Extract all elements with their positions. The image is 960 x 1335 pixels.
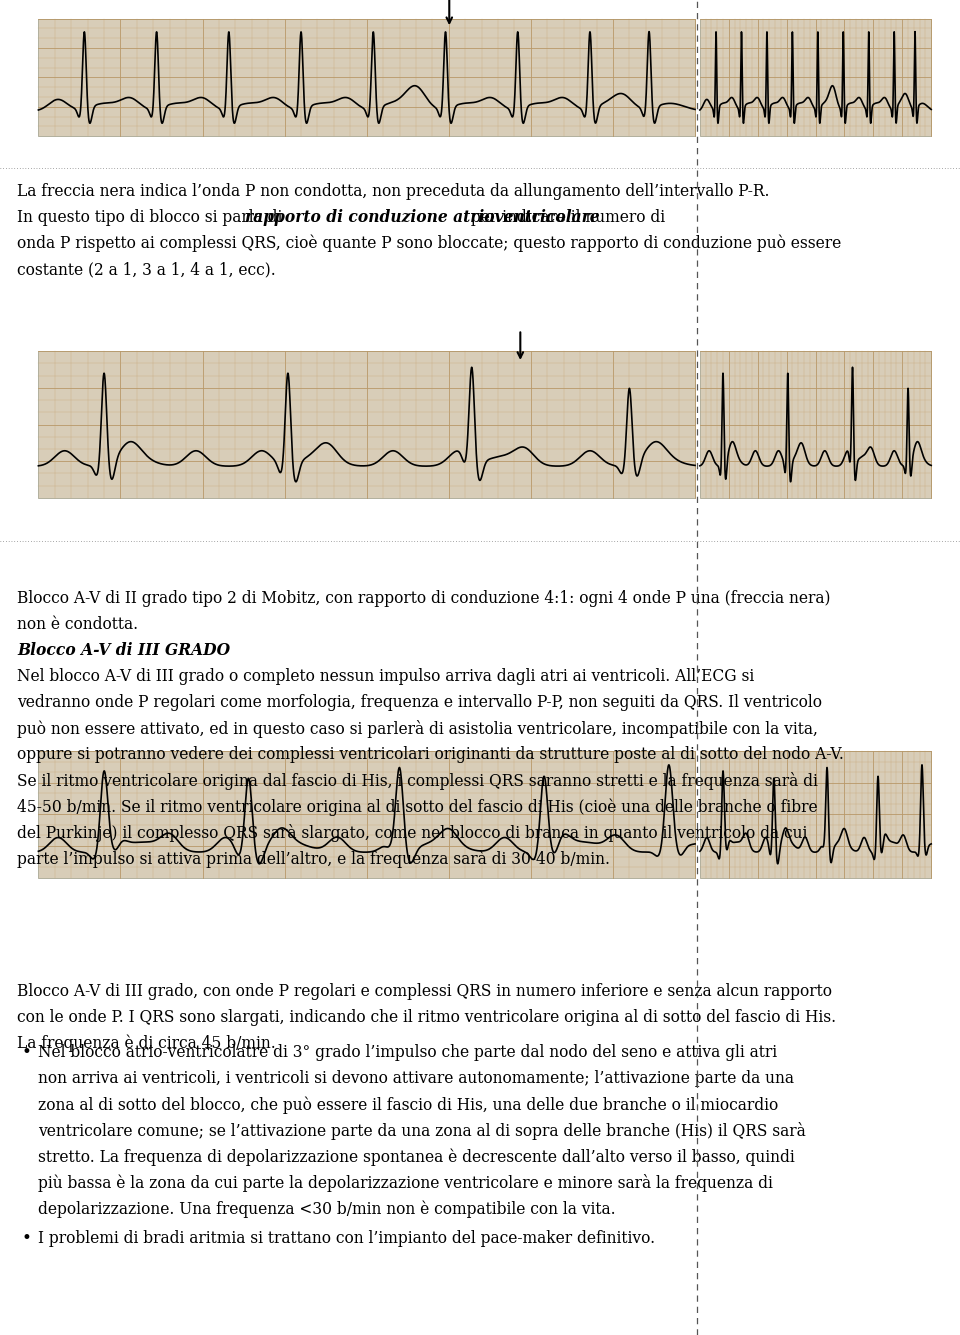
Text: stretto. La frequenza di depolarizzazione spontanea è decrescente dall’alto vers: stretto. La frequenza di depolarizzazion…	[38, 1148, 795, 1165]
Text: con le onde P. I QRS sono slargati, indicando che il ritmo ventricolare origina : con le onde P. I QRS sono slargati, indi…	[17, 1009, 836, 1025]
Bar	[38, 19, 695, 136]
Text: per indicare il numero di: per indicare il numero di	[466, 208, 665, 226]
Text: •: •	[21, 1230, 31, 1247]
Text: La freccia nera indica l’onda P non condotta, non preceduta da allungamento dell: La freccia nera indica l’onda P non cond…	[17, 183, 770, 200]
Text: depolarizzazione. Una frequenza <30 b/min non è compatibile con la vita.: depolarizzazione. Una frequenza <30 b/mi…	[38, 1200, 616, 1218]
Text: onda P rispetto ai complessi QRS, cioè quante P sono bloccate; questo rapporto d: onda P rispetto ai complessi QRS, cioè q…	[17, 235, 842, 252]
Text: Nel blocco atrio-ventricolatre di 3° grado l’impulso che parte dal nodo del seno: Nel blocco atrio-ventricolatre di 3° gra…	[38, 1044, 778, 1061]
Text: Se il ritmo ventricolare origina dal fascio di His, i complessi QRS saranno stre: Se il ritmo ventricolare origina dal fas…	[17, 772, 818, 790]
Bar	[700, 19, 931, 136]
Text: del Purkinje) il complesso QRS sarà slargato, come nel blocco di branca in quant: del Purkinje) il complesso QRS sarà slar…	[17, 824, 807, 842]
Bar	[700, 351, 931, 498]
Text: Blocco A-V di III GRADO: Blocco A-V di III GRADO	[17, 642, 230, 659]
Text: Nel blocco A-V di III grado o completo nessun impulso arriva dagli atri ai ventr: Nel blocco A-V di III grado o completo n…	[17, 668, 755, 685]
Text: •: •	[21, 1044, 31, 1061]
Text: non arriva ai ventricoli, i ventricoli si devono attivare autonomamente; l’attiv: non arriva ai ventricoli, i ventricoli s…	[38, 1071, 795, 1087]
Text: Blocco A-V di II grado tipo 2 di Mobitz, con rapporto di conduzione 4:1: ogni 4 : Blocco A-V di II grado tipo 2 di Mobitz,…	[17, 590, 830, 607]
Text: più bassa è la zona da cui parte la depolarizzazione ventricolare e minore sarà : più bassa è la zona da cui parte la depo…	[38, 1175, 773, 1192]
Text: costante (2 a 1, 3 a 1, 4 a 1, ecc).: costante (2 a 1, 3 a 1, 4 a 1, ecc).	[17, 260, 276, 278]
Text: La frequenza è di circa 45 b/min.: La frequenza è di circa 45 b/min.	[17, 1035, 276, 1052]
Text: ventricolare comune; se l’attivazione parte da una zona al di sopra delle branch: ventricolare comune; se l’attivazione pa…	[38, 1121, 806, 1140]
Text: In questo tipo di blocco si parla di: In questo tipo di blocco si parla di	[17, 208, 288, 226]
Text: I problemi di bradi aritmia si trattano con l’impianto del pace-maker definitivo: I problemi di bradi aritmia si trattano …	[38, 1230, 656, 1247]
Text: non è condotta.: non è condotta.	[17, 615, 138, 633]
Bar	[38, 351, 695, 498]
Text: Blocco A-V di III grado, con onde P regolari e complessi QRS in numero inferiore: Blocco A-V di III grado, con onde P rego…	[17, 983, 832, 1000]
Text: rapporto di conduzione atrioventricolare: rapporto di conduzione atrioventricolare	[245, 208, 599, 226]
Bar	[700, 750, 931, 878]
Text: parte l’impulso si attiva prima dell’altro, e la frequenza sarà di 30-40 b/min.: parte l’impulso si attiva prima dell’alt…	[17, 850, 611, 868]
Text: oppure si potranno vedere dei complessi ventricolari originanti da strutture pos: oppure si potranno vedere dei complessi …	[17, 746, 844, 764]
Text: vedranno onde P regolari come morfologia, frequenza e intervallo P-P, non seguit: vedranno onde P regolari come morfologia…	[17, 694, 823, 712]
Text: può non essere attivato, ed in questo caso si parlerà di asistolia ventricolare,: può non essere attivato, ed in questo ca…	[17, 720, 818, 738]
Text: 45-50 b/min. Se il ritmo ventricolare origina al di sotto del fascio di His (cio: 45-50 b/min. Se il ritmo ventricolare or…	[17, 798, 818, 816]
Bar	[38, 750, 695, 878]
Text: zona al di sotto del blocco, che può essere il fascio di His, una delle due bran: zona al di sotto del blocco, che può ess…	[38, 1096, 779, 1113]
